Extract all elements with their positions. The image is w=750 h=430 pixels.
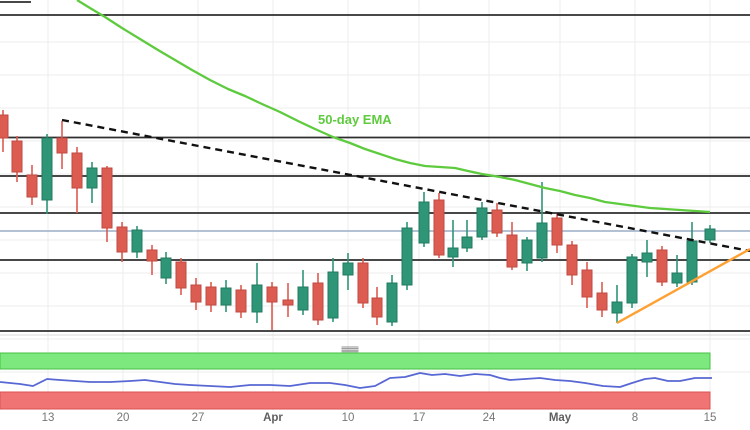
bearish-candle <box>357 262 369 304</box>
bullish-candle <box>521 239 533 264</box>
bearish-candle <box>175 261 187 289</box>
bearish-candle <box>116 226 128 253</box>
bearish-candle <box>26 174 38 198</box>
bearish-candle <box>266 286 278 303</box>
bearish-candle <box>0 114 9 139</box>
descending-dotted-trendline[interactable] <box>61 118 750 253</box>
x-axis-label: 13 <box>42 412 55 424</box>
bullish-candle <box>626 256 638 304</box>
ema-label: 50-day EMA <box>318 112 392 127</box>
bearish-candle <box>566 244 578 276</box>
bearish-candle <box>371 297 383 318</box>
bullish-candle <box>220 287 232 306</box>
bullish-candle <box>297 286 309 311</box>
bullish-candle <box>401 227 413 286</box>
bearish-candle <box>190 284 202 303</box>
bullish-candle <box>704 228 716 241</box>
bullish-candle <box>131 229 143 253</box>
bullish-candle <box>386 282 398 323</box>
bearish-candle <box>56 137 68 154</box>
bullish-candle <box>418 201 430 244</box>
x-axis-label: 20 <box>117 412 130 424</box>
bearish-candle <box>433 199 445 256</box>
indicator-line[interactable] <box>0 372 712 389</box>
oversold-band <box>0 391 711 410</box>
bearish-candle <box>656 249 668 283</box>
bullish-candle <box>611 301 623 314</box>
x-axis-label: 27 <box>192 412 205 424</box>
x-axis-label: 17 <box>413 412 426 424</box>
bearish-candle <box>71 152 83 189</box>
bearish-candle <box>581 269 593 298</box>
bullish-candle <box>536 222 548 259</box>
bullish-candle <box>342 262 354 276</box>
bullish-candle <box>160 257 172 279</box>
bullish-candle <box>86 167 98 189</box>
bullish-candle <box>686 240 698 283</box>
bearish-candle <box>146 249 158 262</box>
bullish-candle <box>476 207 488 238</box>
bearish-candle <box>11 140 23 173</box>
bearish-candle <box>312 282 324 321</box>
bullish-candle <box>447 247 459 258</box>
ema-line[interactable] <box>76 0 711 214</box>
bearish-candle <box>551 217 563 246</box>
bullish-candle <box>251 284 263 313</box>
bearish-candle <box>506 234 518 268</box>
x-axis-label: 10 <box>342 412 355 424</box>
bullish-candle <box>461 236 473 249</box>
bullish-candle <box>327 271 339 319</box>
x-axis-label: May <box>549 412 572 424</box>
ascending-orange-trendline[interactable] <box>616 247 750 325</box>
x-axis-label: 24 <box>483 412 496 424</box>
overbought-band <box>0 352 711 370</box>
bearish-candle <box>235 289 247 313</box>
x-axis-label: 15 <box>704 412 717 424</box>
bullish-candle <box>671 272 683 284</box>
x-axis-label: 8 <box>632 412 638 424</box>
bearish-candle <box>101 167 113 229</box>
bearish-candle <box>282 299 294 306</box>
bearish-candle <box>596 292 608 311</box>
x-axis-label: Apr <box>263 412 283 424</box>
bearish-candle <box>491 209 503 234</box>
bullish-candle <box>641 252 653 263</box>
bearish-candle <box>205 286 217 306</box>
bullish-candle <box>41 137 53 201</box>
